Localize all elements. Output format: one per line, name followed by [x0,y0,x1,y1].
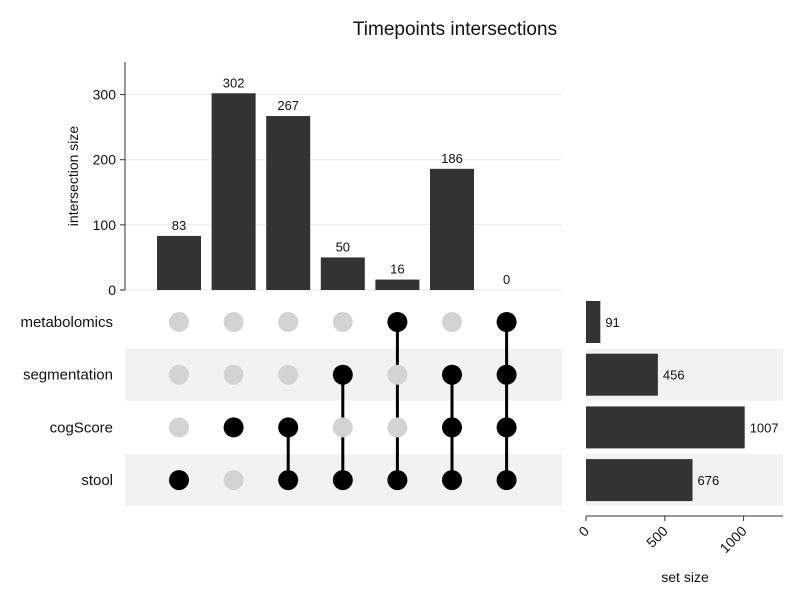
intersection-bar [157,235,201,290]
chart-title: Timepoints intersections [353,19,557,40]
matrix-dot-inactive [442,312,462,332]
matrix-dot-active [332,364,353,385]
set-name-label: cogScore [50,419,113,436]
set-name-label: segmentation [23,367,113,384]
matrix-dot-active [387,312,408,332]
matrix-dot-active [496,417,517,438]
intersection-bar [266,116,311,290]
matrix-dot-inactive [387,417,408,438]
set-size-bar [586,353,658,396]
intersection-bar [375,279,420,290]
intersection-bar-label: 0 [503,272,510,287]
set-size-axis-label: set size [661,569,709,585]
set-name-label: metabolomics [20,314,113,331]
y-tick-label: 200 [93,152,117,168]
matrix-dot-inactive [223,312,244,332]
set-size-tick-label: 500 [643,523,671,551]
matrix-dot-inactive [169,364,189,385]
intersection-bar [320,257,365,290]
matrix-dot-active [442,470,462,491]
matrix-dot-inactive [169,417,189,438]
intersection-bar-label: 302 [223,75,245,90]
matrix-dot-inactive [223,470,244,491]
intersection-bar [211,93,256,290]
matrix-dot-active [223,417,244,438]
set-size-label: 456 [663,368,685,383]
matrix-dot-active [496,364,517,385]
matrix-dot-active [278,470,299,491]
matrix-dot-active [442,364,462,385]
intersection-bar-label: 16 [390,262,404,277]
matrix-dot-inactive [169,312,189,332]
set-size-label: 1007 [750,420,779,435]
y-tick-label: 300 [93,87,117,103]
matrix-dot-inactive [278,312,299,332]
set-size-bar [586,459,693,502]
y-tick-label: 100 [93,217,117,233]
matrix-dot-inactive [332,312,353,332]
matrix-dot-inactive [387,364,408,385]
intersection-bar-label: 50 [336,239,350,254]
matrix-dot-active [496,470,517,491]
matrix-dot-active [278,417,299,438]
set-size-label: 91 [605,315,619,330]
matrix-dot-active [496,312,517,332]
matrix-dot-inactive [332,417,353,438]
matrix-dot-active [169,470,189,491]
set-size-bar [586,406,745,449]
intersection-bar-label: 83 [172,218,186,233]
y-axis-label: intersection size [65,126,81,227]
set-size-bar [586,301,601,343]
intersection-bar-label: 267 [277,98,299,113]
matrix-dot-active [332,470,353,491]
matrix-dot-active [387,470,408,491]
set-size-label: 676 [698,473,720,488]
intersection-bar [430,168,474,290]
matrix-dot-inactive [223,364,244,385]
set-size-tick-label: 1000 [716,523,749,556]
intersection-bar-label: 186 [441,151,463,166]
y-tick-label: 0 [108,282,116,298]
matrix-dot-inactive [278,364,299,385]
set-size-tick-label: 0 [575,523,592,540]
matrix-dot-active [442,417,462,438]
set-name-label: stool [81,472,113,489]
